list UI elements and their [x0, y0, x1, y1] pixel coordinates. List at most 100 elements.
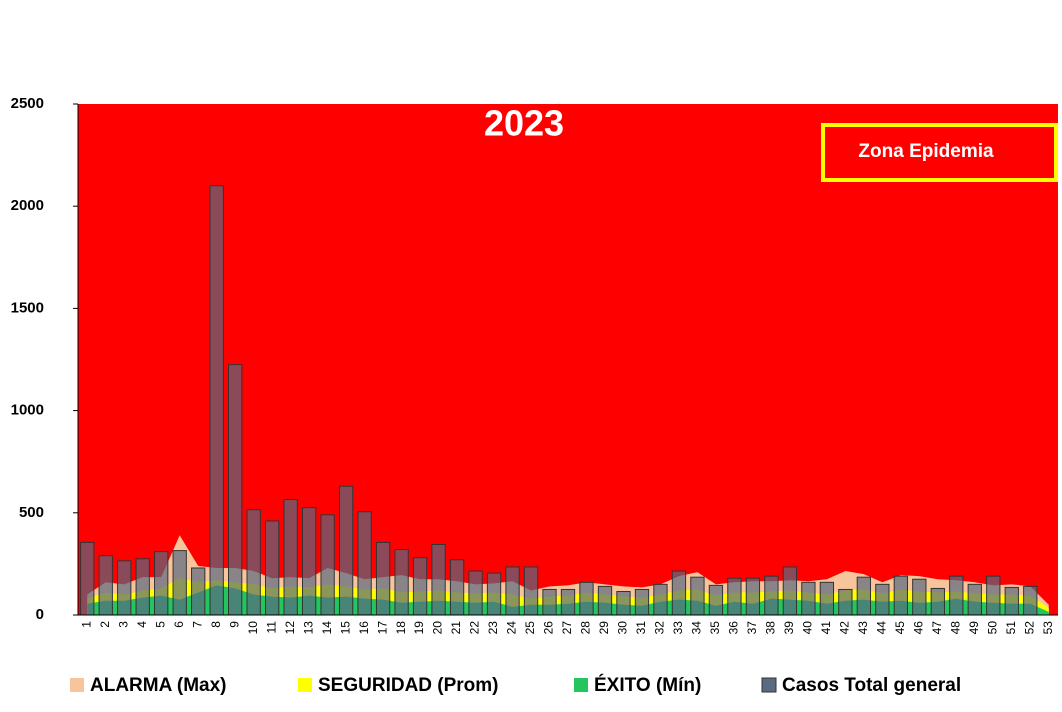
y-tick-label: 1000 [11, 402, 44, 419]
x-tick-label: 8 [209, 621, 223, 628]
x-tick-label: 34 [690, 621, 704, 635]
x-tick-label: 11 [264, 621, 278, 634]
x-tick-label: 35 [708, 621, 722, 635]
legend-swatch [70, 678, 84, 692]
bar [560, 588, 576, 616]
legend-label: ÉXITO (Mín) [594, 674, 701, 696]
annotation: Zona Epidemia [858, 141, 994, 162]
bar [320, 514, 335, 616]
legend-swatch [298, 678, 312, 692]
bar [117, 560, 132, 616]
bar [838, 588, 853, 616]
bar [819, 581, 835, 616]
bar [523, 566, 539, 616]
x-tick-label: 47 [930, 621, 944, 635]
chart-title: 2023 [484, 103, 564, 144]
bar [782, 566, 798, 616]
x-tick-label: 49 [967, 621, 981, 635]
bar [653, 583, 668, 616]
bar [671, 570, 687, 616]
x-tick-label: 39 [782, 621, 796, 635]
bar [301, 507, 317, 616]
legend-label: Casos Total general [782, 675, 961, 696]
bar [98, 555, 113, 616]
x-tick-label: 28 [579, 621, 593, 635]
x-tick-label: 36 [727, 621, 741, 635]
bar [986, 575, 1001, 616]
bar [856, 576, 872, 616]
x-tick-label: 17 [375, 621, 389, 635]
y-tick-label: 2000 [11, 197, 44, 214]
x-tick-label: 30 [616, 621, 630, 635]
bar [246, 509, 261, 616]
y-tick-label: 500 [19, 504, 44, 521]
y-tick-label: 0 [36, 606, 44, 623]
x-tick-label: 7 [190, 621, 204, 628]
bar [228, 364, 243, 616]
x-tick-label: 23 [486, 621, 500, 635]
x-tick-label: 10 [246, 621, 260, 635]
legend-label: ALARMA (Max) [90, 675, 227, 696]
x-tick-label: 2 [98, 621, 112, 628]
bar [468, 570, 483, 616]
bar [1023, 585, 1038, 616]
bar [616, 590, 631, 616]
x-tick-label: 14 [320, 621, 334, 635]
x-tick-label: 40 [801, 621, 815, 635]
x-tick-label: 42 [838, 621, 852, 635]
bar [486, 572, 502, 616]
legend-swatch [761, 677, 777, 693]
x-tick-label: 15 [338, 621, 352, 635]
x-tick-label: 31 [634, 621, 648, 635]
x-tick-label: 12 [283, 621, 297, 635]
x-tick-label: 24 [505, 621, 519, 635]
bar [375, 541, 391, 616]
bar [801, 581, 816, 616]
x-tick-label: 18 [394, 621, 408, 635]
bar [634, 588, 650, 616]
bar [191, 567, 206, 616]
annotation-box [821, 123, 1058, 182]
bar [172, 550, 187, 616]
y-tick-label: 1500 [11, 299, 44, 316]
bar [708, 584, 724, 616]
legend-swatch [574, 678, 588, 692]
bar [264, 520, 280, 616]
bar [412, 557, 428, 616]
bar [930, 587, 945, 616]
bar [394, 549, 409, 616]
bar [209, 185, 224, 616]
bar [283, 499, 298, 616]
x-tick-label: 4 [135, 621, 149, 628]
bar [967, 583, 982, 616]
bar [338, 485, 354, 616]
x-tick-label: 32 [653, 621, 667, 635]
bar [505, 566, 520, 616]
x-tick-label: 44 [875, 621, 889, 635]
bar [135, 558, 150, 616]
bar [875, 583, 890, 616]
bar [912, 578, 927, 616]
bar [80, 541, 95, 616]
bar [154, 551, 169, 616]
x-tick-label: 25 [523, 621, 537, 635]
x-tick-label: 5 [153, 621, 167, 628]
x-tick-label: 9 [227, 621, 241, 628]
x-tick-label: 51 [1004, 621, 1018, 635]
bar [893, 575, 908, 616]
x-tick-label: 46 [911, 621, 925, 635]
bar [449, 559, 465, 616]
x-tick-label: 33 [671, 621, 685, 635]
x-tick-label: 26 [542, 621, 556, 635]
x-tick-label: 3 [116, 621, 130, 628]
x-tick-label: 22 [468, 621, 482, 635]
bar [949, 575, 964, 616]
x-tick-label: 16 [357, 621, 371, 635]
x-tick-label: 27 [560, 621, 574, 635]
bar [431, 543, 446, 616]
bar [1004, 586, 1019, 616]
x-tick-label: 43 [856, 621, 870, 635]
x-tick-label: 50 [985, 621, 999, 635]
x-tick-label: 1 [79, 621, 93, 628]
